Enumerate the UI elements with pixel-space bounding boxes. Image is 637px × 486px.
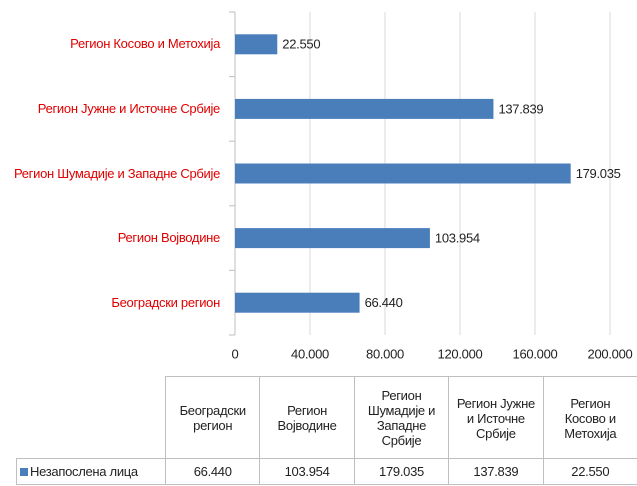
data-label: 22.550 bbox=[282, 37, 320, 52]
x-tick-label: 120.000 bbox=[438, 346, 483, 361]
legend-label: Незапослена лица bbox=[30, 464, 138, 479]
x-tick-label: 80.000 bbox=[366, 346, 404, 361]
category-label: Регион Косово и Метохија bbox=[70, 36, 220, 52]
table-header-cell: Регион Војводине bbox=[259, 376, 355, 459]
x-tick-label: 160.000 bbox=[513, 346, 558, 361]
category-label: Регион Јужне и Источне Србије bbox=[37, 100, 221, 116]
bar bbox=[235, 228, 430, 249]
table-cell: 22.550 bbox=[542, 458, 637, 485]
category-label: Регион Војводине bbox=[117, 230, 221, 246]
data-label: 66.440 bbox=[365, 295, 403, 310]
table-cell: 179.035 bbox=[353, 458, 450, 485]
table-header-cell: Регион Јужне и Источне Србије bbox=[448, 376, 544, 459]
bar bbox=[235, 292, 360, 313]
table-cell: 137.839 bbox=[448, 458, 544, 485]
category-label: Београдски регион bbox=[111, 294, 220, 310]
table-header-cell: Регион Шумадије и Западне Србије bbox=[353, 376, 450, 459]
table-cell: 66.440 bbox=[165, 458, 261, 485]
bar bbox=[235, 98, 494, 119]
x-tick-label: 200.000 bbox=[588, 346, 633, 361]
table-header-cell: Београдски регион bbox=[165, 376, 261, 459]
table-row-header: Незапослена лица bbox=[16, 458, 166, 485]
legend-swatch bbox=[20, 467, 28, 476]
bar bbox=[235, 34, 278, 55]
category-label: Регион Шумадије и Западне Србије bbox=[13, 165, 220, 181]
x-tick-label: 40.000 bbox=[291, 346, 329, 361]
table-header-cell: Регион Косово и Метохија bbox=[542, 376, 637, 459]
table-cell: 103.954 bbox=[259, 458, 355, 485]
data-label: 103.954 bbox=[435, 231, 480, 246]
data-label: 179.035 bbox=[576, 166, 621, 181]
bar bbox=[235, 163, 571, 184]
x-tick-label: 0 bbox=[232, 346, 239, 361]
data-label: 137.839 bbox=[498, 101, 543, 116]
